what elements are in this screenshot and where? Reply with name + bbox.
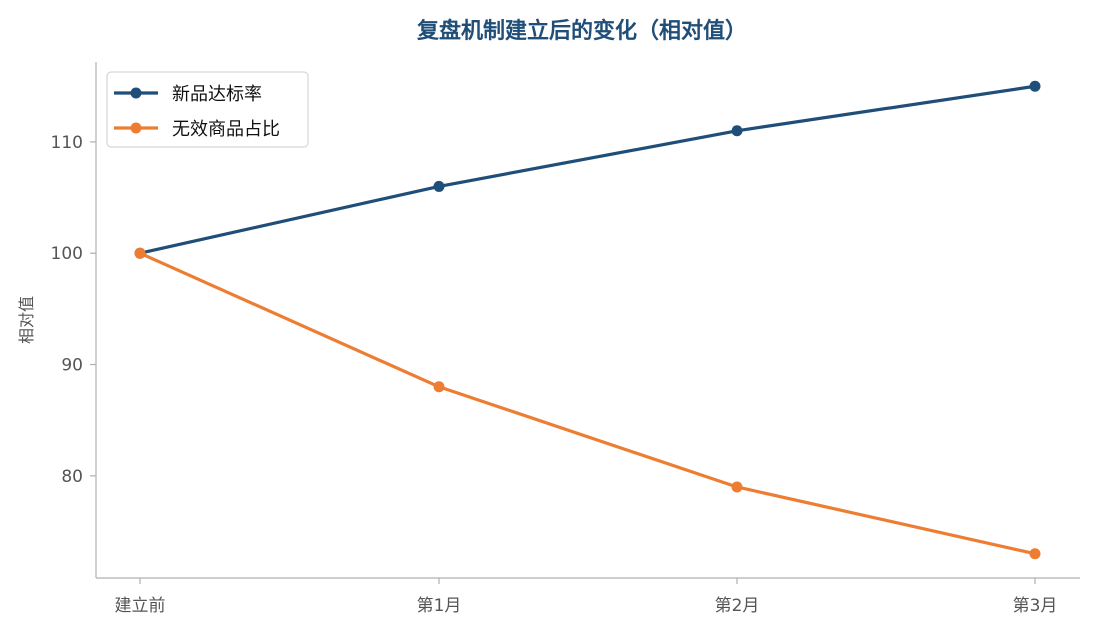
y-tick-label: 110 [51, 133, 83, 153]
data-point [1029, 80, 1041, 92]
x-tick-label: 第3月 [1013, 596, 1058, 616]
data-point [134, 247, 146, 259]
data-point [1029, 548, 1041, 560]
chart-title: 复盘机制建立后的变化（相对值） [416, 18, 747, 44]
y-tick-label: 80 [61, 467, 83, 487]
legend-swatch-marker [130, 87, 142, 99]
x-tick-label: 第1月 [417, 596, 462, 616]
x-ticks: 建立前 第1月 第2月 第3月 [115, 578, 1058, 616]
y-tick-label: 100 [51, 244, 83, 264]
legend-label: 无效商品占比 [172, 119, 280, 140]
series-line-1 [138, 84, 1037, 255]
y-axis-label: 相对值 [17, 296, 36, 344]
legend-label: 新品达标率 [172, 84, 262, 105]
data-point [433, 180, 445, 192]
series-line-2 [138, 251, 1037, 556]
x-tick-label: 建立前 [115, 596, 166, 616]
series-points [134, 80, 1041, 560]
series-lines [138, 84, 1037, 556]
y-tick-label: 90 [61, 356, 83, 376]
x-tick-label: 第2月 [715, 596, 760, 616]
legend-swatch-marker [130, 122, 142, 134]
data-point [433, 381, 445, 393]
y-ticks: 80 90 100 110 [51, 133, 96, 487]
data-point [731, 481, 743, 493]
data-point [731, 125, 743, 137]
